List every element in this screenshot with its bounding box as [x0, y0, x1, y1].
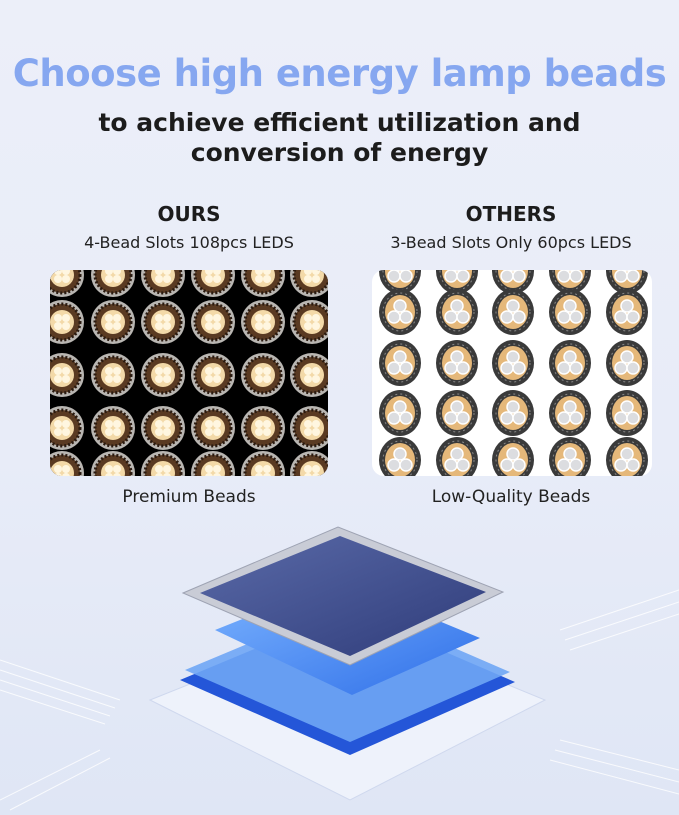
premium-bead [241, 406, 285, 450]
low-quality-beads-image [372, 270, 652, 476]
low-quality-bead [606, 340, 648, 386]
premium-bead [50, 353, 84, 397]
premium-bead [191, 270, 235, 297]
low-quality-bead [379, 270, 421, 294]
premium-bead [141, 300, 185, 344]
low-quality-bead [379, 390, 421, 436]
ours-caption: Premium Beads [122, 487, 256, 507]
premium-bead [50, 300, 84, 344]
premium-bead [91, 270, 135, 297]
headline: Choose high energy lamp beads [12, 52, 667, 95]
premium-bead [91, 406, 135, 450]
premium-bead [290, 353, 328, 397]
premium-bead [141, 451, 185, 476]
low-quality-bead [436, 340, 478, 386]
premium-bead [290, 270, 328, 297]
others-detail: 3-Bead Slots Only 60pcs LEDS [390, 233, 632, 252]
premium-bead [241, 270, 285, 297]
subheadline-line-2: conversion of energy [190, 138, 489, 167]
low-quality-bead [492, 289, 534, 335]
low-quality-bead [379, 289, 421, 335]
premium-bead [191, 353, 235, 397]
premium-bead [91, 353, 135, 397]
others-caption: Low-Quality Beads [431, 487, 591, 507]
low-quality-bead [379, 437, 421, 476]
premium-bead [141, 406, 185, 450]
low-quality-bead [492, 340, 534, 386]
low-quality-bead [549, 340, 591, 386]
premium-bead [241, 353, 285, 397]
low-quality-bead [549, 437, 591, 476]
low-quality-bead [606, 390, 648, 436]
chip-illustration [0, 526, 679, 811]
low-quality-bead [549, 289, 591, 335]
premium-beads-image [50, 270, 328, 476]
premium-bead [191, 300, 235, 344]
premium-bead [191, 406, 235, 450]
low-quality-bead [436, 390, 478, 436]
subheadline-line-1: to achieve efficient utilization and [98, 108, 581, 137]
premium-bead [191, 451, 235, 476]
ours-heading: OURS [157, 202, 221, 226]
low-quality-bead [436, 437, 478, 476]
premium-beads-grid [50, 270, 328, 476]
subheadline: to achieve efficient utilization and con… [0, 108, 679, 168]
premium-bead [290, 300, 328, 344]
premium-bead [50, 406, 84, 450]
others-heading: OTHERS [465, 202, 557, 226]
premium-bead [241, 300, 285, 344]
low-quality-beads-grid [379, 270, 648, 476]
circuit-traces [0, 589, 679, 811]
premium-bead [290, 406, 328, 450]
low-quality-bead [606, 437, 648, 476]
premium-bead [91, 451, 135, 476]
premium-bead [50, 451, 84, 476]
low-quality-bead [492, 437, 534, 476]
chip-lid-top [200, 536, 486, 656]
premium-bead [141, 270, 185, 297]
low-quality-bead [436, 289, 478, 335]
premium-bead [91, 300, 135, 344]
low-quality-bead [606, 270, 648, 294]
low-quality-bead [549, 270, 591, 294]
low-quality-bead [436, 270, 478, 294]
low-quality-bead [492, 390, 534, 436]
low-quality-bead [492, 270, 534, 294]
ours-detail: 4-Bead Slots 108pcs LEDS [84, 233, 294, 252]
low-quality-bead [606, 289, 648, 335]
premium-bead [50, 270, 84, 297]
low-quality-bead [379, 340, 421, 386]
premium-bead [241, 451, 285, 476]
premium-bead [141, 353, 185, 397]
low-quality-bead [549, 390, 591, 436]
premium-bead [290, 451, 328, 476]
